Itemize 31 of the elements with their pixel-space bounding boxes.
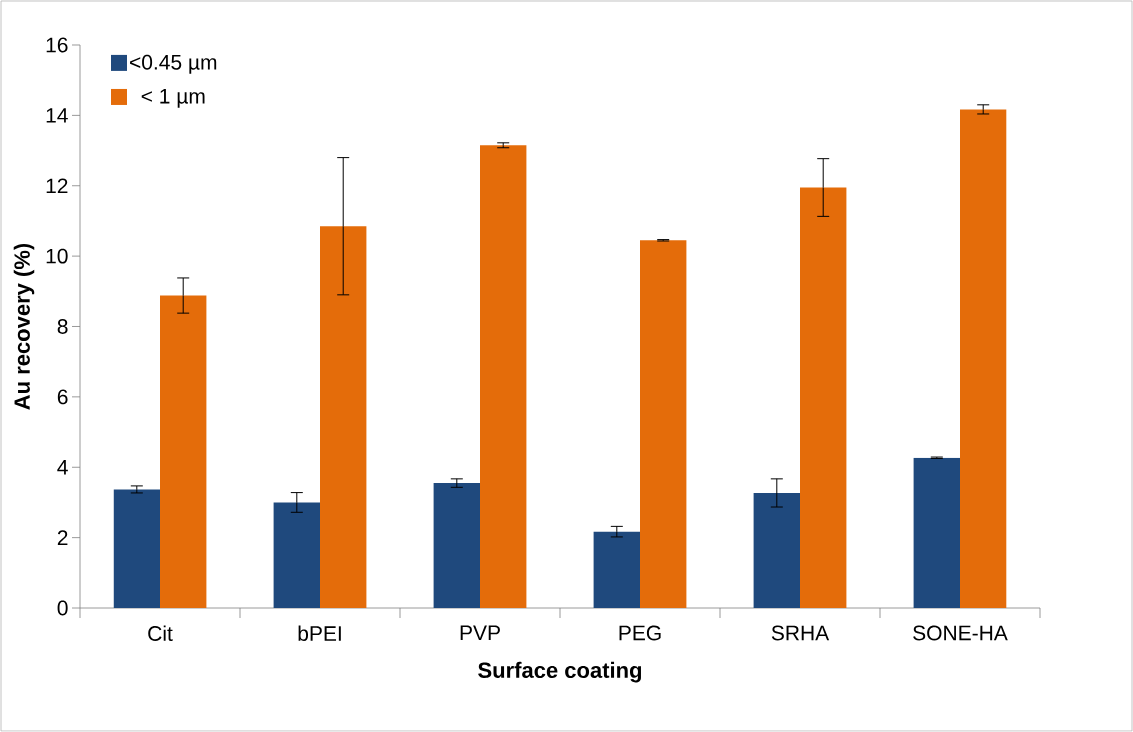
bar: [753, 492, 800, 608]
x-axis-title: Surface coating: [478, 661, 642, 683]
x-tick-label: bPEI: [298, 625, 341, 641]
bar: [640, 240, 687, 608]
y-tick-label: 10: [46, 248, 68, 264]
y-tick-label: 4: [57, 460, 68, 475]
legend-label: <0.45 µm: [130, 54, 217, 74]
x-tick-label: PEG: [619, 625, 661, 641]
y-tick-label: 14: [46, 108, 68, 123]
x-tick-label: PVP: [460, 625, 500, 640]
x-tick-label: SONE-HA: [913, 625, 1008, 641]
bar: [160, 295, 207, 608]
y-tick-label: 12: [46, 178, 68, 194]
bar: [800, 187, 847, 608]
y-tick-label: 8: [57, 319, 68, 334]
y-tick-label: 2: [57, 530, 68, 545]
x-tick-label: SRHA: [771, 625, 830, 641]
y-tick-label: 16: [46, 37, 68, 53]
y-tick-label: 0: [57, 600, 68, 616]
x-tick-label: Cit: [148, 625, 173, 641]
bar: [273, 502, 320, 608]
y-axis-title: Au recovery (%): [13, 243, 35, 410]
bar: [913, 457, 960, 608]
y-tick-label: 6: [57, 389, 68, 405]
legend-label: < 1 µm: [141, 88, 205, 108]
bar: [593, 531, 640, 608]
bar: [113, 489, 160, 608]
bar: [320, 226, 367, 608]
bar: [433, 483, 480, 608]
bar: [960, 109, 1007, 608]
bar: [480, 145, 527, 608]
